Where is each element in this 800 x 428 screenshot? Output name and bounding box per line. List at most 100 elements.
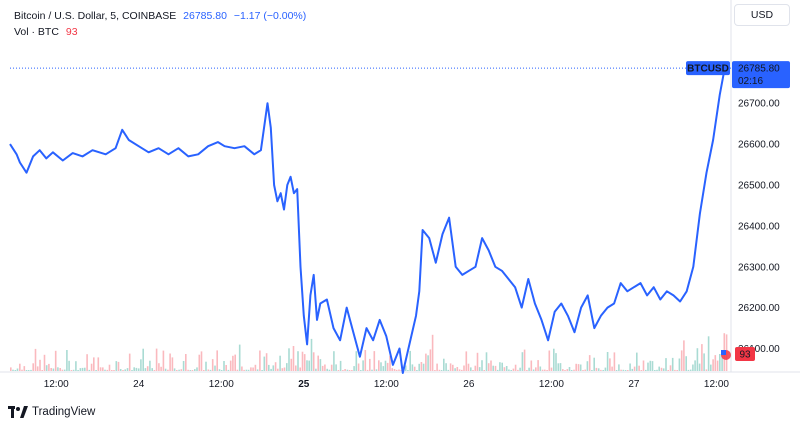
volume-bar bbox=[438, 369, 441, 371]
volume-bar bbox=[373, 351, 376, 371]
volume-bar bbox=[158, 363, 160, 371]
volume-bar bbox=[465, 351, 468, 371]
volume-bar bbox=[422, 363, 425, 371]
volume-bar bbox=[510, 370, 512, 371]
volume-bar bbox=[196, 367, 198, 371]
volume-bar bbox=[656, 369, 658, 371]
volume-bar bbox=[591, 370, 593, 371]
volume-bar bbox=[694, 360, 696, 371]
volume-bar bbox=[389, 355, 391, 371]
volume-bar bbox=[102, 367, 104, 371]
volume-bar bbox=[719, 354, 721, 371]
volume-bar bbox=[319, 359, 322, 371]
volume-bar bbox=[458, 369, 461, 371]
volume-bar bbox=[407, 370, 409, 371]
last-price-badge bbox=[732, 61, 790, 89]
volume-bar bbox=[593, 357, 595, 371]
volume-bar bbox=[633, 366, 636, 371]
volume-bar bbox=[676, 370, 678, 371]
volume-bar bbox=[299, 367, 301, 371]
volume-bar bbox=[669, 365, 672, 371]
volume-bar bbox=[640, 370, 643, 371]
currency-button[interactable]: USD bbox=[734, 4, 790, 26]
volume-bar bbox=[501, 362, 503, 371]
volume-bar bbox=[409, 350, 411, 371]
volume-bar bbox=[357, 363, 360, 371]
volume-bar bbox=[512, 368, 515, 371]
volume-bar bbox=[395, 369, 398, 371]
volume-bar bbox=[535, 367, 537, 371]
volume-bar bbox=[333, 351, 335, 371]
volume-bar bbox=[714, 355, 717, 371]
volume-bar bbox=[59, 368, 61, 371]
volume-bar bbox=[90, 363, 93, 371]
volume-bar bbox=[241, 366, 243, 371]
volume-bar bbox=[162, 350, 165, 371]
volume-bar bbox=[624, 370, 627, 371]
volume-bar bbox=[555, 353, 557, 371]
brand-name: TradingView bbox=[32, 406, 96, 418]
volume-bar bbox=[582, 370, 584, 371]
volume-bar bbox=[25, 370, 28, 371]
volume-bar bbox=[481, 360, 483, 371]
price-line-series[interactable] bbox=[9, 68, 726, 374]
volume-bar bbox=[169, 353, 171, 371]
volume-label: Vol · BTC bbox=[14, 26, 59, 38]
volume-bar bbox=[586, 361, 589, 371]
volume-bar bbox=[431, 334, 434, 371]
volume-bar bbox=[645, 369, 647, 371]
volume-bar bbox=[75, 361, 77, 371]
volume-bar bbox=[386, 362, 389, 371]
volume-bar bbox=[369, 358, 371, 371]
volume-bar bbox=[342, 370, 344, 371]
volume-bar bbox=[366, 369, 369, 371]
volume-bar bbox=[539, 366, 542, 371]
price-change-value: −1.17 (−0.00%) bbox=[233, 10, 307, 22]
volume-bar bbox=[229, 360, 232, 371]
volume-bar bbox=[658, 366, 660, 371]
volume-bar bbox=[160, 366, 162, 371]
volume-bar bbox=[70, 370, 73, 371]
volume-bar bbox=[250, 367, 252, 371]
volume-bar bbox=[393, 369, 396, 371]
volume-bar bbox=[519, 367, 521, 371]
volume-bar bbox=[353, 366, 355, 371]
volume-bar bbox=[557, 363, 560, 371]
volume-bar bbox=[321, 365, 324, 371]
volume-bar bbox=[570, 370, 573, 371]
volume-bar bbox=[546, 370, 548, 371]
volume-bar bbox=[521, 352, 524, 371]
volume-bar bbox=[63, 369, 66, 371]
tradingview-brand[interactable]: TradingView bbox=[8, 404, 95, 420]
volume-bar bbox=[36, 366, 39, 371]
volume-bar bbox=[687, 369, 690, 371]
volume-bar bbox=[324, 364, 326, 371]
volume-bar bbox=[566, 369, 569, 371]
volume-bar bbox=[371, 369, 373, 371]
volume-bar bbox=[41, 370, 43, 371]
volume-bar bbox=[602, 370, 604, 371]
volume-bar bbox=[106, 369, 109, 371]
volume-bar bbox=[243, 369, 245, 371]
volume-bar bbox=[234, 354, 236, 371]
volume-bar bbox=[413, 366, 416, 371]
volume-bar bbox=[23, 366, 26, 371]
price-tick-label: 26600.00 bbox=[738, 140, 780, 151]
volume-bar bbox=[187, 369, 189, 371]
volume-bar bbox=[339, 360, 342, 371]
volume-bar bbox=[665, 358, 667, 371]
volume-bar bbox=[180, 369, 183, 371]
volume-bar bbox=[252, 367, 254, 371]
volume-bar bbox=[698, 363, 701, 371]
price-tick-label: 26100.00 bbox=[738, 344, 780, 355]
volume-bar bbox=[517, 369, 519, 371]
volume-bar bbox=[651, 361, 654, 371]
volume-bar bbox=[32, 363, 34, 371]
volume-bar bbox=[93, 357, 95, 371]
volume-bar bbox=[303, 354, 306, 371]
volume-bar bbox=[662, 368, 665, 371]
volume-bar bbox=[295, 365, 297, 371]
volume-bar bbox=[443, 358, 445, 371]
